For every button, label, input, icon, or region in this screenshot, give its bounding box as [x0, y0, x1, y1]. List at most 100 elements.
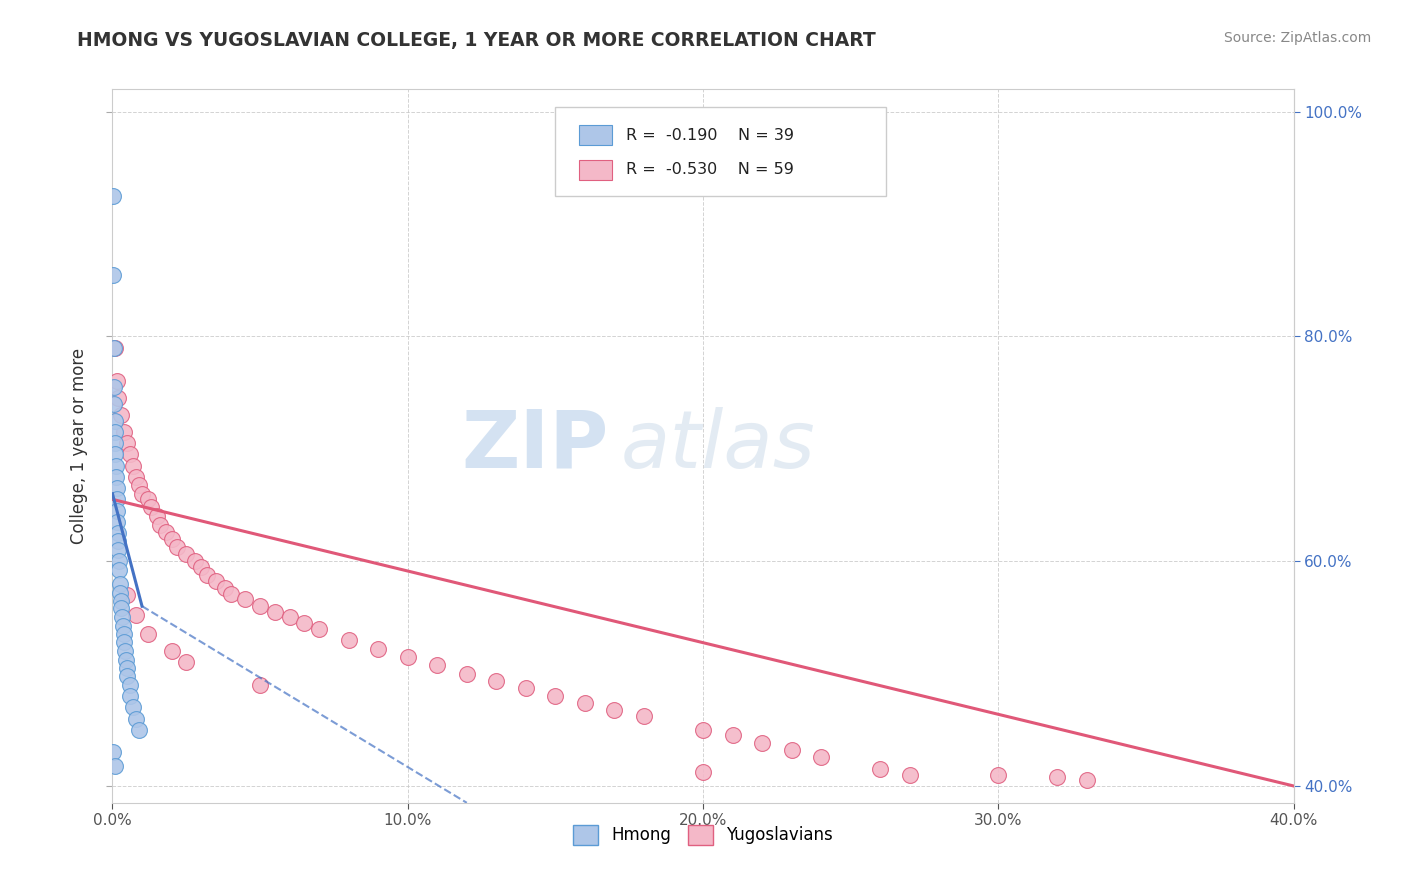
Point	[426, 657, 449, 672]
Point	[692, 765, 714, 780]
Point	[692, 723, 714, 737]
Point	[103, 268, 125, 282]
Point	[574, 696, 596, 710]
Point	[160, 644, 183, 658]
Point	[367, 641, 389, 656]
Point	[174, 656, 197, 670]
Point	[105, 503, 128, 517]
Point	[104, 436, 127, 450]
Point	[515, 681, 537, 695]
Point	[603, 702, 626, 716]
Point	[190, 559, 212, 574]
Point	[105, 470, 128, 484]
Point	[166, 540, 188, 554]
Point	[117, 436, 138, 450]
Point	[633, 709, 655, 723]
Text: atlas: atlas	[620, 407, 815, 485]
Point	[396, 649, 419, 664]
Point	[146, 509, 169, 524]
Point	[136, 492, 159, 507]
Point	[105, 492, 128, 507]
Text: ZIP: ZIP	[461, 407, 609, 485]
Point	[110, 408, 132, 422]
Point	[195, 567, 218, 582]
Text: R =  -0.190    N = 39: R = -0.190 N = 39	[626, 128, 794, 143]
Point	[155, 524, 177, 539]
Point	[107, 515, 129, 529]
Point	[308, 622, 330, 636]
Point	[111, 610, 134, 624]
Point	[114, 644, 136, 658]
Point	[128, 723, 150, 737]
Point	[114, 653, 136, 667]
Point	[233, 592, 256, 607]
Point	[1076, 773, 1098, 788]
Point	[103, 397, 125, 411]
Bar	[579, 125, 612, 145]
Point	[120, 447, 142, 461]
Point	[214, 581, 236, 595]
Point	[139, 500, 162, 515]
Point	[249, 678, 271, 692]
Point	[987, 768, 1010, 782]
Point	[117, 661, 138, 675]
Text: HMONG VS YUGOSLAVIAN COLLEGE, 1 YEAR OR MORE CORRELATION CHART: HMONG VS YUGOSLAVIAN COLLEGE, 1 YEAR OR …	[77, 31, 876, 50]
Point	[112, 627, 135, 641]
Point	[122, 700, 145, 714]
Point	[104, 447, 127, 461]
Point	[111, 619, 134, 633]
Point	[544, 689, 567, 703]
Point	[105, 481, 128, 495]
Point	[174, 548, 197, 562]
Point	[721, 728, 744, 742]
Point	[120, 678, 142, 692]
Point	[125, 470, 148, 484]
Point	[101, 189, 124, 203]
Point	[810, 749, 832, 764]
Point	[103, 745, 125, 759]
Text: R =  -0.530    N = 59: R = -0.530 N = 59	[626, 162, 794, 178]
Point	[103, 380, 125, 394]
Point	[184, 554, 207, 568]
Point	[103, 414, 125, 428]
Point	[869, 762, 891, 776]
Point	[105, 458, 128, 473]
Point	[117, 669, 138, 683]
Point	[249, 599, 271, 614]
Point	[205, 574, 228, 589]
FancyBboxPatch shape	[555, 107, 886, 196]
Point	[264, 605, 287, 619]
Point	[103, 341, 125, 355]
Point	[751, 736, 773, 750]
Y-axis label: College, 1 year or more: College, 1 year or more	[70, 348, 89, 544]
Point	[128, 477, 150, 491]
Point	[105, 375, 128, 389]
Point	[131, 487, 153, 501]
Point	[456, 666, 478, 681]
Point	[108, 554, 131, 568]
Point	[219, 587, 242, 601]
Point	[107, 533, 129, 548]
Legend: Hmong, Yugoslavians: Hmong, Yugoslavians	[567, 818, 839, 852]
Point	[125, 608, 148, 623]
Point	[104, 425, 127, 439]
Point	[337, 632, 360, 647]
Point	[108, 585, 131, 599]
Point	[292, 615, 315, 630]
Point	[108, 563, 131, 577]
Point	[107, 391, 129, 405]
Point	[117, 588, 138, 602]
Point	[1046, 770, 1069, 784]
Point	[104, 758, 127, 772]
Point	[485, 674, 508, 689]
Point	[136, 627, 159, 641]
Point	[112, 635, 135, 649]
Text: Source: ZipAtlas.com: Source: ZipAtlas.com	[1223, 31, 1371, 45]
Point	[108, 576, 131, 591]
Point	[149, 518, 172, 533]
Point	[104, 341, 127, 355]
Bar	[579, 160, 612, 179]
Point	[898, 768, 921, 782]
Point	[107, 543, 129, 558]
Point	[107, 526, 129, 541]
